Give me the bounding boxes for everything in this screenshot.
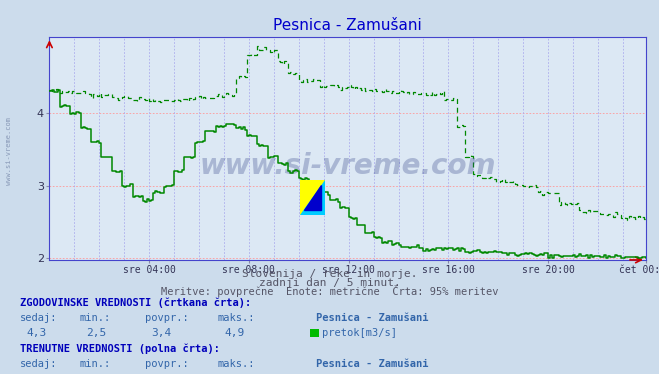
Text: www.si-vreme.com: www.si-vreme.com [200,153,496,181]
Text: zadnji dan / 5 minut.: zadnji dan / 5 minut. [258,278,401,288]
Text: 4,3: 4,3 [26,328,47,338]
Title: Pesnica - Zamušani: Pesnica - Zamušani [273,18,422,33]
Text: povpr.:: povpr.: [145,313,188,323]
Text: 2,5: 2,5 [86,328,106,338]
Polygon shape [300,180,325,215]
Text: maks.:: maks.: [217,359,255,369]
Text: Pesnica - Zamušani: Pesnica - Zamušani [316,359,429,369]
Text: TRENUTNE VREDNOSTI (polna črta):: TRENUTNE VREDNOSTI (polna črta): [20,343,219,354]
Text: min.:: min.: [79,359,110,369]
Text: sedaj:: sedaj: [20,359,57,369]
Polygon shape [304,185,321,210]
Text: www.si-vreme.com: www.si-vreme.com [5,117,12,186]
Text: povpr.:: povpr.: [145,359,188,369]
Text: Slovenija / reke in morje.: Slovenija / reke in morje. [242,269,417,279]
Text: min.:: min.: [79,313,110,323]
Text: ZGODOVINSKE VREDNOSTI (črtkana črta):: ZGODOVINSKE VREDNOSTI (črtkana črta): [20,297,251,307]
Text: maks.:: maks.: [217,313,255,323]
Text: 4,9: 4,9 [224,328,244,338]
Text: Meritve: povprečne  Enote: metrične  Črta: 95% meritev: Meritve: povprečne Enote: metrične Črta:… [161,285,498,297]
Text: pretok[m3/s]: pretok[m3/s] [322,328,397,338]
Polygon shape [300,180,325,215]
Text: 3,4: 3,4 [152,328,172,338]
Text: Pesnica - Zamušani: Pesnica - Zamušani [316,313,429,323]
Text: sedaj:: sedaj: [20,313,57,323]
